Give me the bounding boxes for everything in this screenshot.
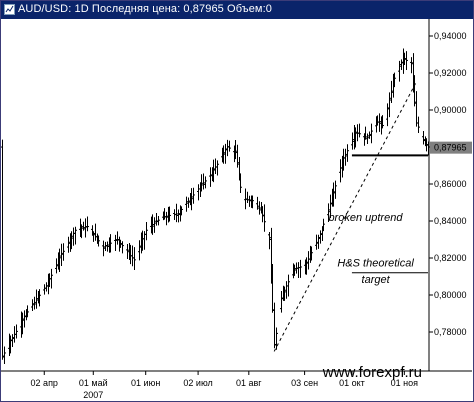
x-axis: 02 апр 01 май 01 июн 02 июл 01 авг 03 сен 01 о… [31,371,418,400]
y-tick-label: 0,86000 [434,179,467,189]
y-tick-label: 0,82000 [434,253,467,263]
chart-icon [4,4,15,15]
annotations: broken uptrend H&S theoretical target [273,82,428,352]
last-price-box [430,141,472,154]
x-tick-label: 01 авг [236,378,262,388]
annotation-label: target [362,274,391,286]
annotation-label: broken uptrend [328,212,403,224]
x-year-label: 2007 [83,390,103,400]
y-tick-label: 0,84000 [434,216,467,226]
watermark: www.forexpf.ru [322,364,422,381]
x-tick-label: 02 июл [183,378,212,388]
annotation-label: H&S theoretical [337,257,414,269]
x-tick-label: 01 ноя [391,378,418,388]
uptrend-line [273,82,417,352]
title-bar[interactable]: AUD/USD: 1D Последняя цена: 0,87965 Объе… [1,1,473,19]
x-tick-label: 01 май [79,378,108,388]
last-price-marker: 0,87965 [430,141,472,154]
ohlc-series [1,48,430,364]
x-tick-label: 01 окт [339,378,365,388]
y-tick-label: 0,90000 [434,105,467,115]
y-tick-label: 0,78000 [434,327,467,337]
y-tick-label: 0,80000 [434,290,467,300]
window-title: AUD/USD: 1D Последняя цена: 0,87965 Объе… [18,3,272,15]
x-tick-label: 02 апр [31,378,58,388]
y-tick-label: 0,94000 [434,31,467,41]
y-tick-label: 0,92000 [434,68,467,78]
last-price-label: 0,87965 [434,143,467,153]
y-axis: 0,940000,920000,900000,880000,860000,840… [429,31,467,337]
x-tick-label: 03 сен [291,378,318,388]
x-tick-label: 01 июн [131,378,160,388]
